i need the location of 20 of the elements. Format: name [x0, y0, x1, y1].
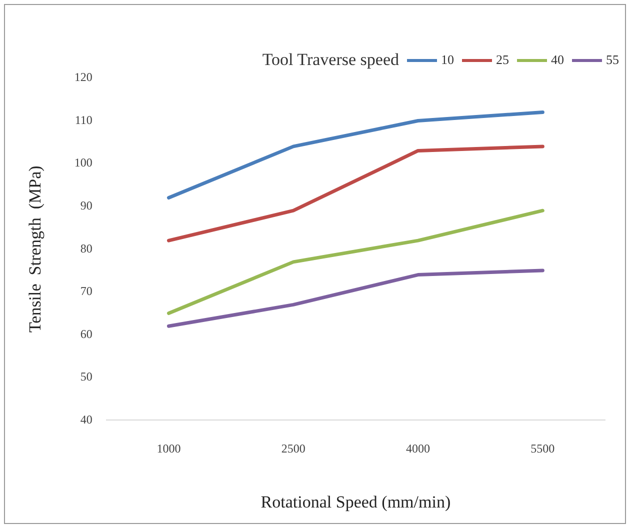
- y-tick-label: 90: [80, 198, 92, 212]
- x-tick-label: 4000: [406, 442, 430, 456]
- y-tick-label: 100: [74, 156, 92, 170]
- x-tick-label: 2500: [281, 442, 306, 456]
- y-tick-label: 60: [80, 326, 92, 341]
- legend-label: 25: [496, 52, 509, 68]
- legend-label: 40: [551, 52, 564, 68]
- legend-label: 55: [606, 52, 619, 68]
- x-tick-label: 5500: [530, 442, 555, 456]
- legend-label: 10: [441, 52, 454, 68]
- x-axis-title: Rotational Speed (mm/min): [260, 492, 451, 512]
- legend-title: Tool Traverse speed: [262, 50, 399, 70]
- y-tick-label: 110: [74, 112, 92, 127]
- y-tick-label: 80: [80, 241, 92, 256]
- y-tick-label: 70: [80, 284, 92, 298]
- y-tick-label: 120: [74, 70, 92, 84]
- y-tick-label: 50: [80, 370, 92, 384]
- x-tick-label: 1000: [156, 442, 181, 456]
- y-tick-label: 40: [80, 412, 92, 426]
- y-axis-title: Tensile Strength (MPa): [26, 166, 45, 333]
